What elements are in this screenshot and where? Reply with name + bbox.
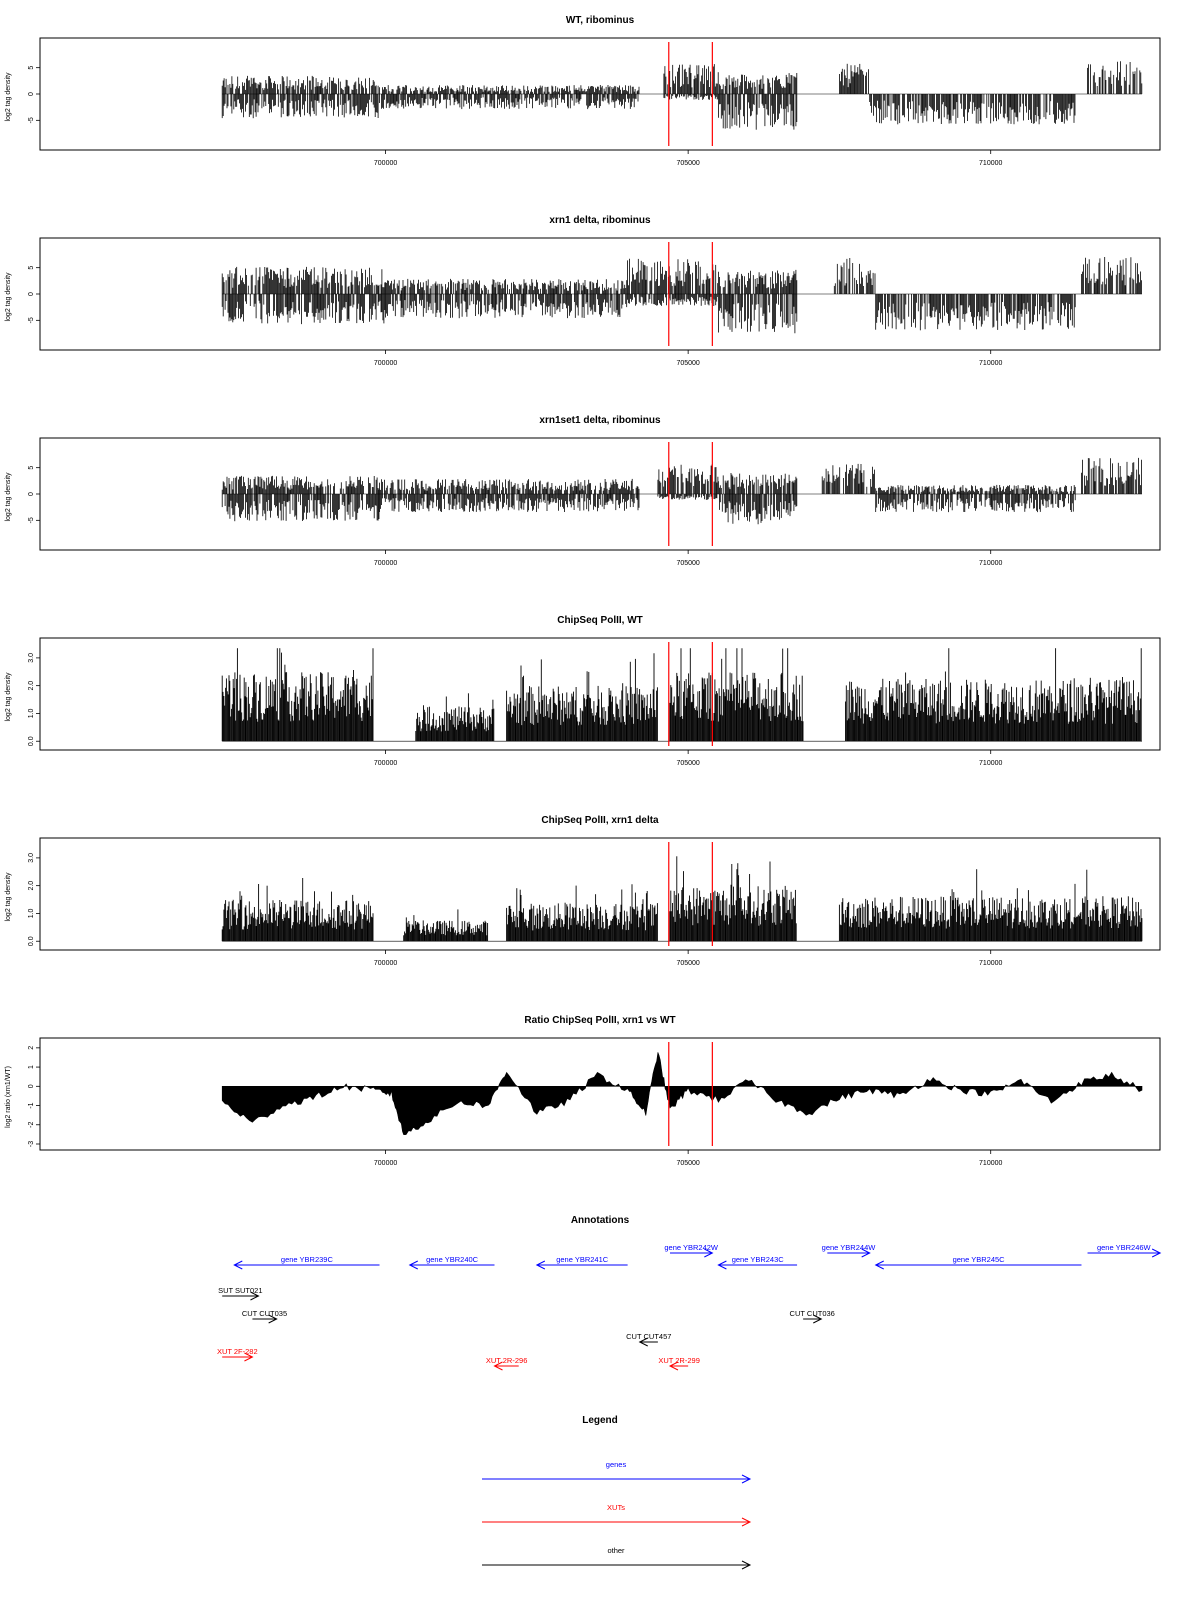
x-tick-label: 700000	[374, 960, 397, 967]
panel-title: xrn1set1 delta, ribominus	[539, 415, 661, 426]
signal-bars	[221, 257, 1142, 334]
y-axis-label: log2 tag density	[5, 672, 12, 722]
plot-frame	[39, 837, 1161, 951]
y-tick-label: 0.0	[28, 936, 35, 946]
x-tick-label: 700000	[374, 760, 397, 767]
x-tick-label: 700000	[374, 360, 397, 367]
y-tick-label: 2.0	[28, 681, 35, 691]
y-tick-label: 1.0	[28, 708, 35, 718]
panel-title: ChipSeq PolII, xrn1 delta	[541, 815, 659, 826]
x-tick-label: 710000	[979, 160, 1002, 167]
plot-frame	[39, 637, 1161, 751]
y-axis-label: log2 tag density	[5, 272, 12, 322]
signal-bars	[221, 457, 1142, 525]
y-tick-label: 0	[28, 492, 35, 496]
x-tick-label: 705000	[676, 760, 699, 767]
panel-title: xrn1 delta, ribominus	[549, 215, 651, 226]
x-tick-label: 700000	[374, 160, 397, 167]
panel-xrn1-ribominus: xrn1 delta, ribominus log2 tag density -…	[5, 215, 1161, 367]
y-axis-label: log2 tag density	[5, 72, 12, 122]
panel-title: ChipSeq PolII, WT	[557, 615, 643, 626]
signal-bars	[221, 61, 1143, 130]
y-tick-label: 2.0	[28, 881, 35, 891]
y-tick-label: -5	[28, 517, 35, 523]
y-tick-label: 5	[28, 266, 35, 270]
signal-bars	[221, 648, 1142, 742]
x-tick-label: 705000	[676, 560, 699, 567]
y-tick-label: 5	[28, 466, 35, 470]
panel-chipseq-wt: ChipSeq PolII, WT log2 tag density 0.0 1.…	[5, 615, 1161, 767]
x-tick-label: 705000	[676, 160, 699, 167]
y-tick-label: -5	[28, 317, 35, 323]
y-tick-label: 3.0	[28, 853, 35, 863]
x-tick-label: 700000	[374, 560, 397, 567]
y-tick-label: 0	[28, 92, 35, 96]
x-tick-label: 710000	[979, 960, 1002, 967]
y-axis-label: log2 tag density	[5, 472, 12, 522]
x-tick-label: 710000	[979, 560, 1002, 567]
y-tick-label: -5	[28, 117, 35, 123]
signal-bars	[221, 856, 1143, 942]
x-tick-label: 705000	[676, 960, 699, 967]
panel-wt-ribominus: WT, ribominus log2 tag density -5 0 5 70000…	[5, 15, 1161, 167]
panel-chipseq-xrn1: ChipSeq PolII, xrn1 delta log2 tag densi…	[5, 815, 1161, 967]
x-tick-label: 710000	[979, 360, 1002, 367]
y-axis-label: log2 tag density	[5, 872, 12, 922]
panel-xrn1set1-ribominus: xrn1set1 delta, ribominus log2 tag densi…	[5, 415, 1161, 567]
panel-title: WT, ribominus	[566, 15, 635, 26]
y-tick-label: 0	[28, 292, 35, 296]
y-tick-label: 0.0	[28, 736, 35, 746]
y-tick-label: 3.0	[28, 653, 35, 663]
y-tick-label: 5	[28, 66, 35, 70]
x-tick-label: 705000	[676, 360, 699, 367]
x-tick-label: 710000	[979, 760, 1002, 767]
y-tick-label: 1.0	[28, 908, 35, 918]
